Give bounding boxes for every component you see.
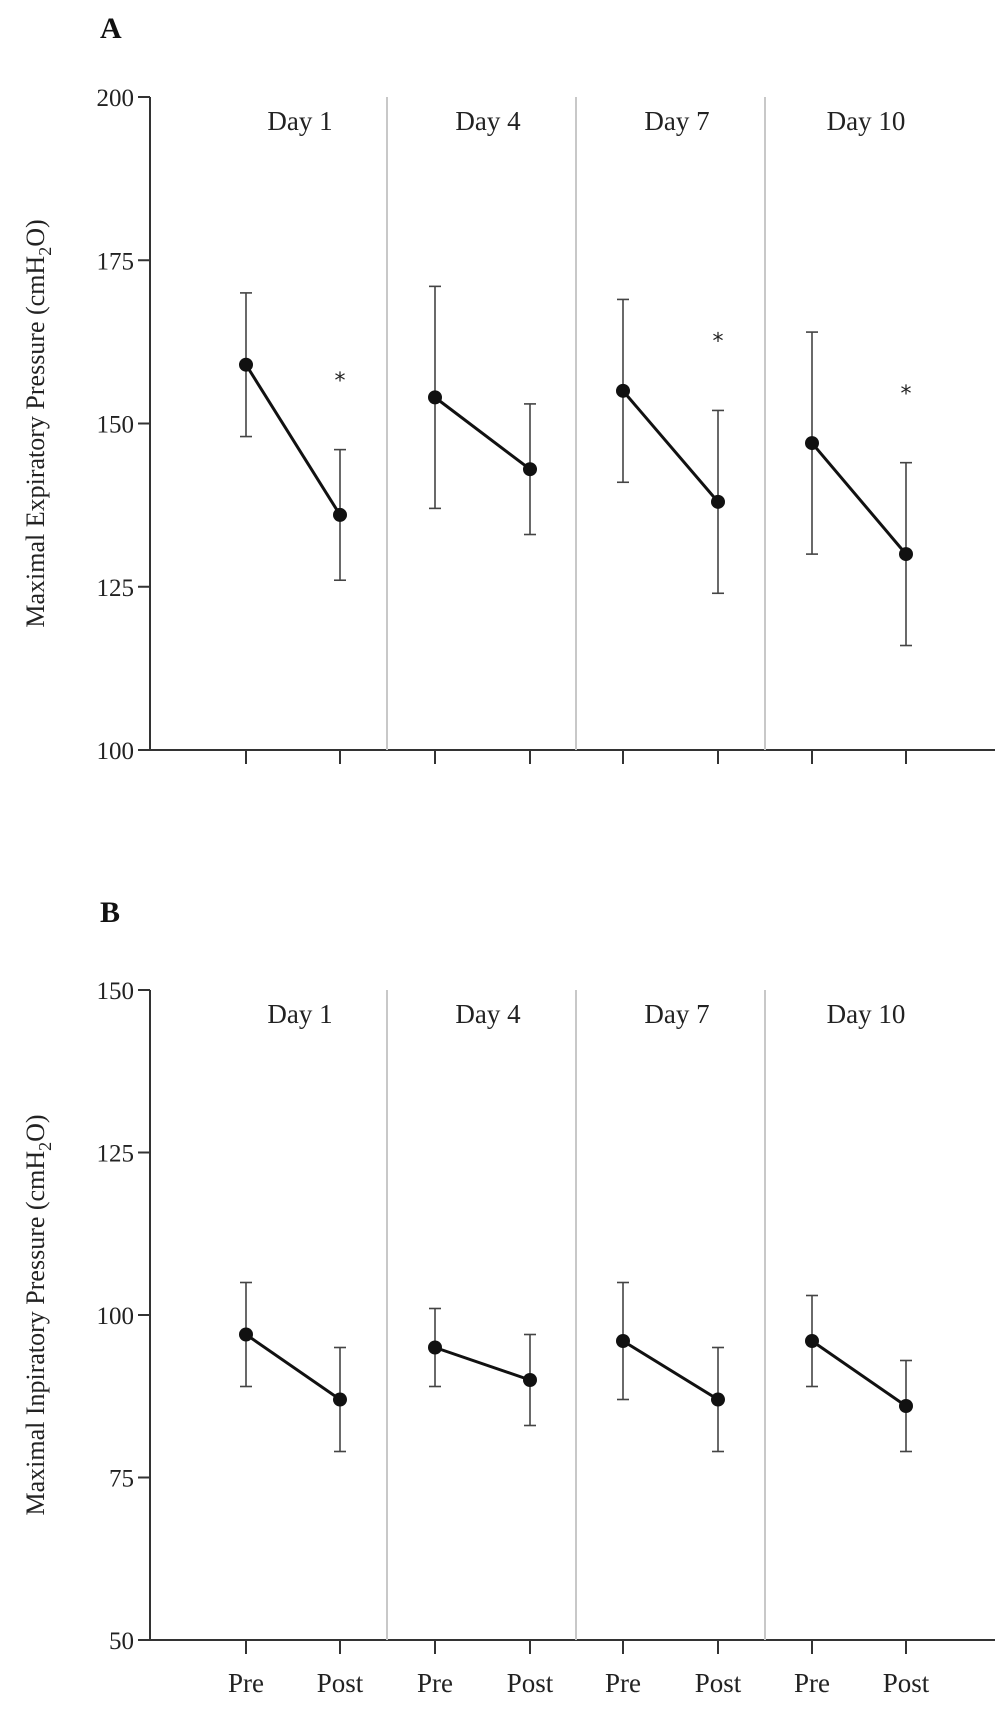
day-label: Day 10 bbox=[827, 999, 906, 1029]
series-line bbox=[246, 365, 340, 515]
data-point bbox=[523, 1373, 537, 1387]
y-tick-label: 150 bbox=[97, 978, 135, 1005]
x-category-label: Pre bbox=[228, 1668, 264, 1698]
data-point bbox=[711, 495, 725, 509]
panel-b: 50 75 100 125 150 Maximal Inpiratory Pressure… bbox=[21, 978, 995, 1698]
data-point bbox=[428, 1341, 442, 1355]
series-line bbox=[246, 1335, 340, 1400]
series-line bbox=[812, 443, 906, 554]
x-category-label: Pre bbox=[605, 1668, 641, 1698]
data-point bbox=[428, 390, 442, 404]
x-category-label: Post bbox=[883, 1668, 930, 1698]
data-point bbox=[239, 1328, 253, 1342]
y-axis-label: Maximal Inpiratory Pressure (cmH2O) bbox=[21, 1114, 55, 1515]
panel-a: 100 125 150 175 200 Maximal Expiratory Pressu… bbox=[21, 85, 995, 765]
y-axis-label: Maximal Expiratory Pressure (cmH2O) bbox=[21, 219, 55, 627]
series-line bbox=[435, 397, 530, 469]
y-tick-label: 75 bbox=[109, 1466, 134, 1493]
significance-star: * bbox=[713, 330, 724, 355]
y-tick-label: 175 bbox=[97, 248, 135, 275]
x-category-label: Post bbox=[507, 1668, 554, 1698]
y-tick-label: 100 bbox=[97, 738, 135, 765]
day-label: Day 4 bbox=[455, 999, 521, 1029]
day-label: Day 4 bbox=[455, 106, 521, 136]
data-point bbox=[333, 1393, 347, 1407]
x-category-label: Pre bbox=[794, 1668, 830, 1698]
significance-star: * bbox=[335, 369, 346, 394]
y-tick-label: 200 bbox=[97, 85, 135, 112]
x-category-label: Post bbox=[695, 1668, 742, 1698]
series-line bbox=[623, 391, 718, 502]
data-point bbox=[899, 1399, 913, 1413]
series-line bbox=[435, 1348, 530, 1381]
series-line bbox=[812, 1341, 906, 1406]
x-category-label: Pre bbox=[417, 1668, 453, 1698]
y-tick-label: 50 bbox=[109, 1628, 134, 1655]
data-point bbox=[711, 1393, 725, 1407]
y-tick-label: 125 bbox=[97, 575, 135, 602]
data-point bbox=[805, 1334, 819, 1348]
y-tick-label: 100 bbox=[97, 1303, 135, 1330]
day-label: Day 1 bbox=[267, 106, 332, 136]
data-point bbox=[523, 462, 537, 476]
significance-star: * bbox=[901, 382, 912, 407]
y-tick-label: 125 bbox=[97, 1141, 135, 1168]
panel-letter-a: A bbox=[100, 12, 122, 45]
series-line bbox=[623, 1341, 718, 1400]
day-label: Day 1 bbox=[267, 999, 332, 1029]
panel-letter-b: B bbox=[100, 896, 120, 929]
data-point bbox=[333, 508, 347, 522]
day-label: Day 7 bbox=[644, 106, 709, 136]
day-label: Day 10 bbox=[827, 106, 906, 136]
y-tick-label: 150 bbox=[97, 412, 135, 439]
data-point bbox=[616, 384, 630, 398]
day-label: Day 7 bbox=[644, 999, 709, 1029]
data-point bbox=[899, 547, 913, 561]
data-point bbox=[616, 1334, 630, 1348]
data-point bbox=[805, 436, 819, 450]
data-point bbox=[239, 358, 253, 372]
x-category-label: Post bbox=[317, 1668, 364, 1698]
